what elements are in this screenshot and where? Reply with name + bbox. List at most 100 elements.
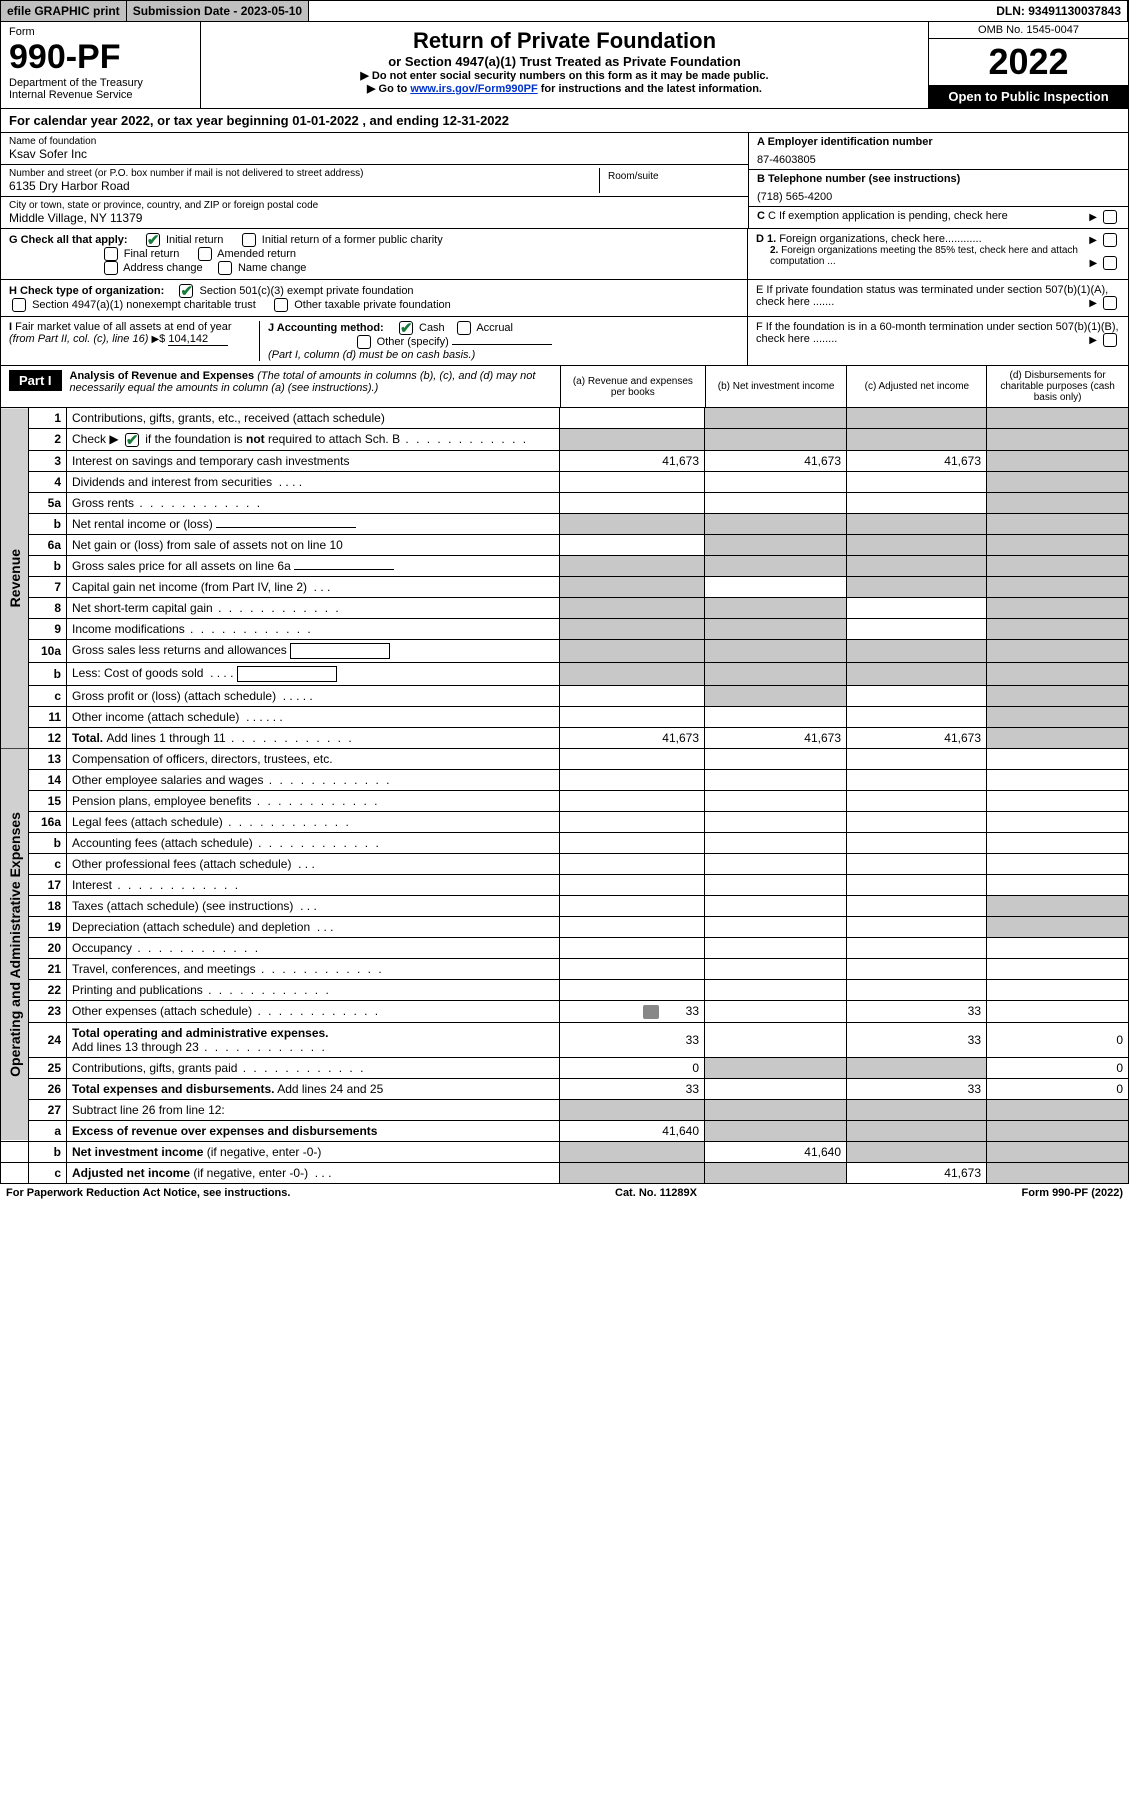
form-title: Return of Private Foundation: [211, 28, 918, 54]
dept-irs: Internal Revenue Service: [9, 89, 192, 101]
table-row: bLess: Cost of goods sold . . . .: [1, 662, 1129, 685]
org-info-grid: Name of foundation Ksav Sofer Inc Number…: [0, 133, 1129, 229]
dln-label: DLN: 93491130037843: [990, 1, 1128, 21]
table-row: bAccounting fees (attach schedule): [1, 832, 1129, 853]
table-row: 2 Check ▶ if the foundation is not requi…: [1, 429, 1129, 451]
form-footer-label: Form 990-PF (2022): [1022, 1187, 1124, 1199]
table-row: 27Subtract line 26 from line 12:: [1, 1099, 1129, 1120]
part1-tag: Part I: [9, 370, 62, 391]
exemption-pending-checkbox[interactable]: [1103, 210, 1117, 224]
part1-table: Revenue 1Contributions, gifts, grants, e…: [0, 408, 1129, 1184]
col-c-header: (c) Adjusted net income: [846, 366, 986, 407]
col-d-header: (d) Disbursements for charitable purpose…: [986, 366, 1128, 407]
section-ij: I Fair market value of all assets at end…: [1, 317, 748, 365]
table-row: 18Taxes (attach schedule) (see instructi…: [1, 895, 1129, 916]
table-row: Operating and Administrative Expenses 13…: [1, 748, 1129, 769]
form990pf-link[interactable]: www.irs.gov/Form990PF: [410, 83, 537, 95]
address-change-checkbox[interactable]: [104, 261, 118, 275]
table-row: 5aGross rents: [1, 492, 1129, 513]
table-row: 4Dividends and interest from securities …: [1, 471, 1129, 492]
ssn-warning: ▶ Do not enter social security numbers o…: [211, 69, 918, 82]
section-h: H Check type of organization: Section 50…: [1, 280, 748, 316]
table-row: cAdjusted net income (if negative, enter…: [1, 1162, 1129, 1183]
initial-former-checkbox[interactable]: [242, 233, 256, 247]
table-row: 20Occupancy: [1, 937, 1129, 958]
page-footer: For Paperwork Reduction Act Notice, see …: [0, 1184, 1129, 1202]
section-ij-f-row: I Fair market value of all assets at end…: [0, 317, 1129, 366]
room-suite-cell: Room/suite: [600, 168, 740, 193]
table-row: 10aGross sales less returns and allowanc…: [1, 639, 1129, 662]
table-row: 9Income modifications: [1, 618, 1129, 639]
form-header: Form 990-PF Department of the Treasury I…: [0, 22, 1129, 109]
header-center: Return of Private Foundation or Section …: [201, 22, 928, 108]
table-row: 22Printing and publications: [1, 979, 1129, 1000]
table-row: bNet investment income (if negative, ent…: [1, 1141, 1129, 1162]
status-terminated-checkbox[interactable]: [1103, 296, 1117, 310]
section-e: E If private foundation status was termi…: [748, 280, 1128, 316]
address-cell: Number and street (or P.O. box number if…: [1, 165, 748, 197]
other-method-checkbox[interactable]: [357, 335, 371, 349]
section-g: G Check all that apply: Initial return I…: [1, 229, 748, 279]
table-row: 17Interest: [1, 874, 1129, 895]
section-f: F If the foundation is in a 60-month ter…: [748, 317, 1128, 365]
calendar-year-row: For calendar year 2022, or tax year begi…: [0, 109, 1129, 133]
col-b-header: (b) Net investment income: [705, 366, 847, 407]
initial-return-checkbox[interactable]: [146, 233, 160, 247]
amended-return-checkbox[interactable]: [198, 247, 212, 261]
foreign-org-checkbox[interactable]: [1103, 233, 1117, 247]
table-row: bNet rental income or (loss): [1, 513, 1129, 534]
exemption-pending-cell: C C If exemption application is pending,…: [749, 207, 1128, 227]
table-row: 8Net short-term capital gain: [1, 597, 1129, 618]
catalog-number: Cat. No. 11289X: [615, 1187, 697, 1199]
omb-number: OMB No. 1545-0047: [929, 22, 1128, 39]
table-row: 26Total expenses and disbursements. Add …: [1, 1078, 1129, 1099]
col-a-header: (a) Revenue and expenses per books: [560, 366, 705, 407]
other-taxable-checkbox[interactable]: [274, 298, 288, 312]
section-h-e-row: H Check type of organization: Section 50…: [0, 280, 1129, 317]
paperwork-notice: For Paperwork Reduction Act Notice, see …: [6, 1187, 290, 1199]
revenue-side-label: Revenue: [1, 408, 29, 748]
form-word: Form: [9, 26, 192, 38]
table-row: 3Interest on savings and temporary cash …: [1, 450, 1129, 471]
expenses-side-label: Operating and Administrative Expenses: [1, 748, 29, 1141]
cash-method-checkbox[interactable]: [399, 321, 413, 335]
schb-not-required-checkbox[interactable]: [125, 433, 139, 447]
part1-header-row: Part I Analysis of Revenue and Expenses …: [0, 366, 1129, 408]
section-g-d-row: G Check all that apply: Initial return I…: [0, 229, 1129, 280]
table-row: 23Other expenses (attach schedule) 33 33: [1, 1000, 1129, 1022]
dept-treasury: Department of the Treasury: [9, 77, 192, 89]
tax-year: 2022: [929, 39, 1128, 85]
foreign-85-checkbox[interactable]: [1103, 256, 1117, 270]
table-row: Revenue 1Contributions, gifts, grants, e…: [1, 408, 1129, 429]
table-row: 7Capital gain net income (from Part IV, …: [1, 576, 1129, 597]
table-row: 24Total operating and administrative exp…: [1, 1022, 1129, 1057]
goto-instructions: ▶ Go to www.irs.gov/Form990PF for instru…: [211, 82, 918, 95]
phone-cell: B Telephone number (see instructions) (7…: [749, 170, 1128, 207]
table-row: 14Other employee salaries and wages: [1, 769, 1129, 790]
form-number: 990-PF: [9, 38, 192, 77]
4947a1-checkbox[interactable]: [12, 298, 26, 312]
attachment-icon[interactable]: [643, 1005, 659, 1019]
ein-cell: A Employer identification number 87-4603…: [749, 133, 1128, 170]
header-right: OMB No. 1545-0047 2022 Open to Public In…: [928, 22, 1128, 108]
name-change-checkbox[interactable]: [218, 261, 232, 275]
table-row: 25Contributions, gifts, grants paid 00: [1, 1057, 1129, 1078]
60-month-checkbox[interactable]: [1103, 333, 1117, 347]
accrual-method-checkbox[interactable]: [457, 321, 471, 335]
table-row: 19Depreciation (attach schedule) and dep…: [1, 916, 1129, 937]
501c3-checkbox[interactable]: [179, 284, 193, 298]
table-row: 6aNet gain or (loss) from sale of assets…: [1, 534, 1129, 555]
foundation-name-cell: Name of foundation Ksav Sofer Inc: [1, 133, 748, 165]
table-row: bGross sales price for all assets on lin…: [1, 555, 1129, 576]
table-row: 15Pension plans, employee benefits: [1, 790, 1129, 811]
final-return-checkbox[interactable]: [104, 247, 118, 261]
table-row: 21Travel, conferences, and meetings: [1, 958, 1129, 979]
submission-date-label: Submission Date - 2023-05-10: [127, 1, 309, 21]
table-row: 12Total. Add lines 1 through 11 41,67341…: [1, 727, 1129, 748]
top-toolbar: efile GRAPHIC print Submission Date - 20…: [0, 0, 1129, 22]
table-row: cOther professional fees (attach schedul…: [1, 853, 1129, 874]
efile-print-button[interactable]: efile GRAPHIC print: [1, 1, 127, 21]
open-to-public-badge: Open to Public Inspection: [929, 85, 1128, 108]
city-cell: City or town, state or province, country…: [1, 197, 748, 228]
table-row: aExcess of revenue over expenses and dis…: [1, 1120, 1129, 1141]
